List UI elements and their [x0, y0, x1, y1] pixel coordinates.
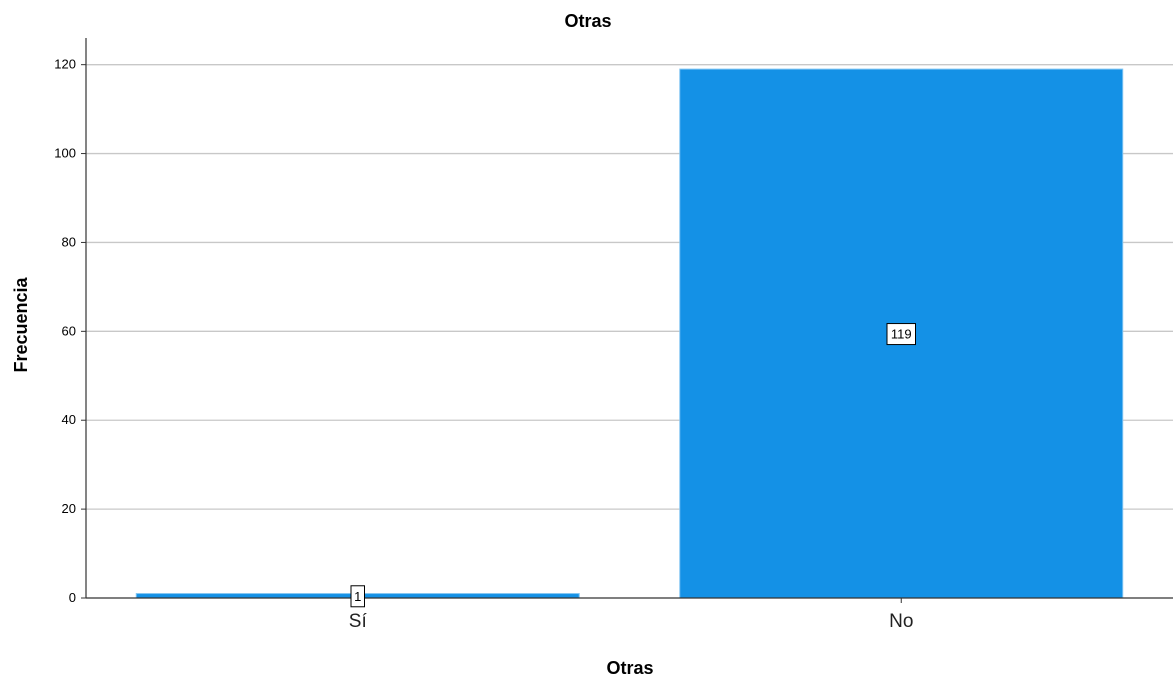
x-ticks: Sí No [349, 598, 913, 632]
y-tick-label-80: 80 [62, 234, 76, 249]
axes [85, 38, 1173, 599]
y-tick-label-100: 100 [54, 146, 76, 161]
y-tick-label-120: 120 [54, 57, 76, 72]
data-label-text-1: 119 [891, 327, 912, 342]
chart-title: Otras [564, 11, 611, 31]
data-label-1: 119 [886, 323, 916, 346]
x-tick-label-0: Sí [349, 611, 368, 632]
x-axis-title: Otras [606, 658, 653, 678]
y-tick-label-20: 20 [62, 501, 76, 516]
data-label-text-0: 1 [354, 589, 361, 604]
data-labels: 1 119 [350, 323, 916, 608]
bars [135, 68, 1124, 599]
y-tick-label-60: 60 [62, 323, 76, 338]
x-tick-label-1: No [889, 611, 913, 632]
data-label-0: 1 [350, 585, 365, 608]
y-ticks: 0 20 40 60 80 100 120 [54, 57, 86, 605]
data-label-box-0 [350, 585, 365, 608]
y-tick-label-40: 40 [62, 412, 76, 427]
y-tick-label-0: 0 [69, 590, 76, 605]
y-axis-title: Frecuencia [11, 276, 31, 372]
data-label-box-1 [886, 323, 916, 346]
